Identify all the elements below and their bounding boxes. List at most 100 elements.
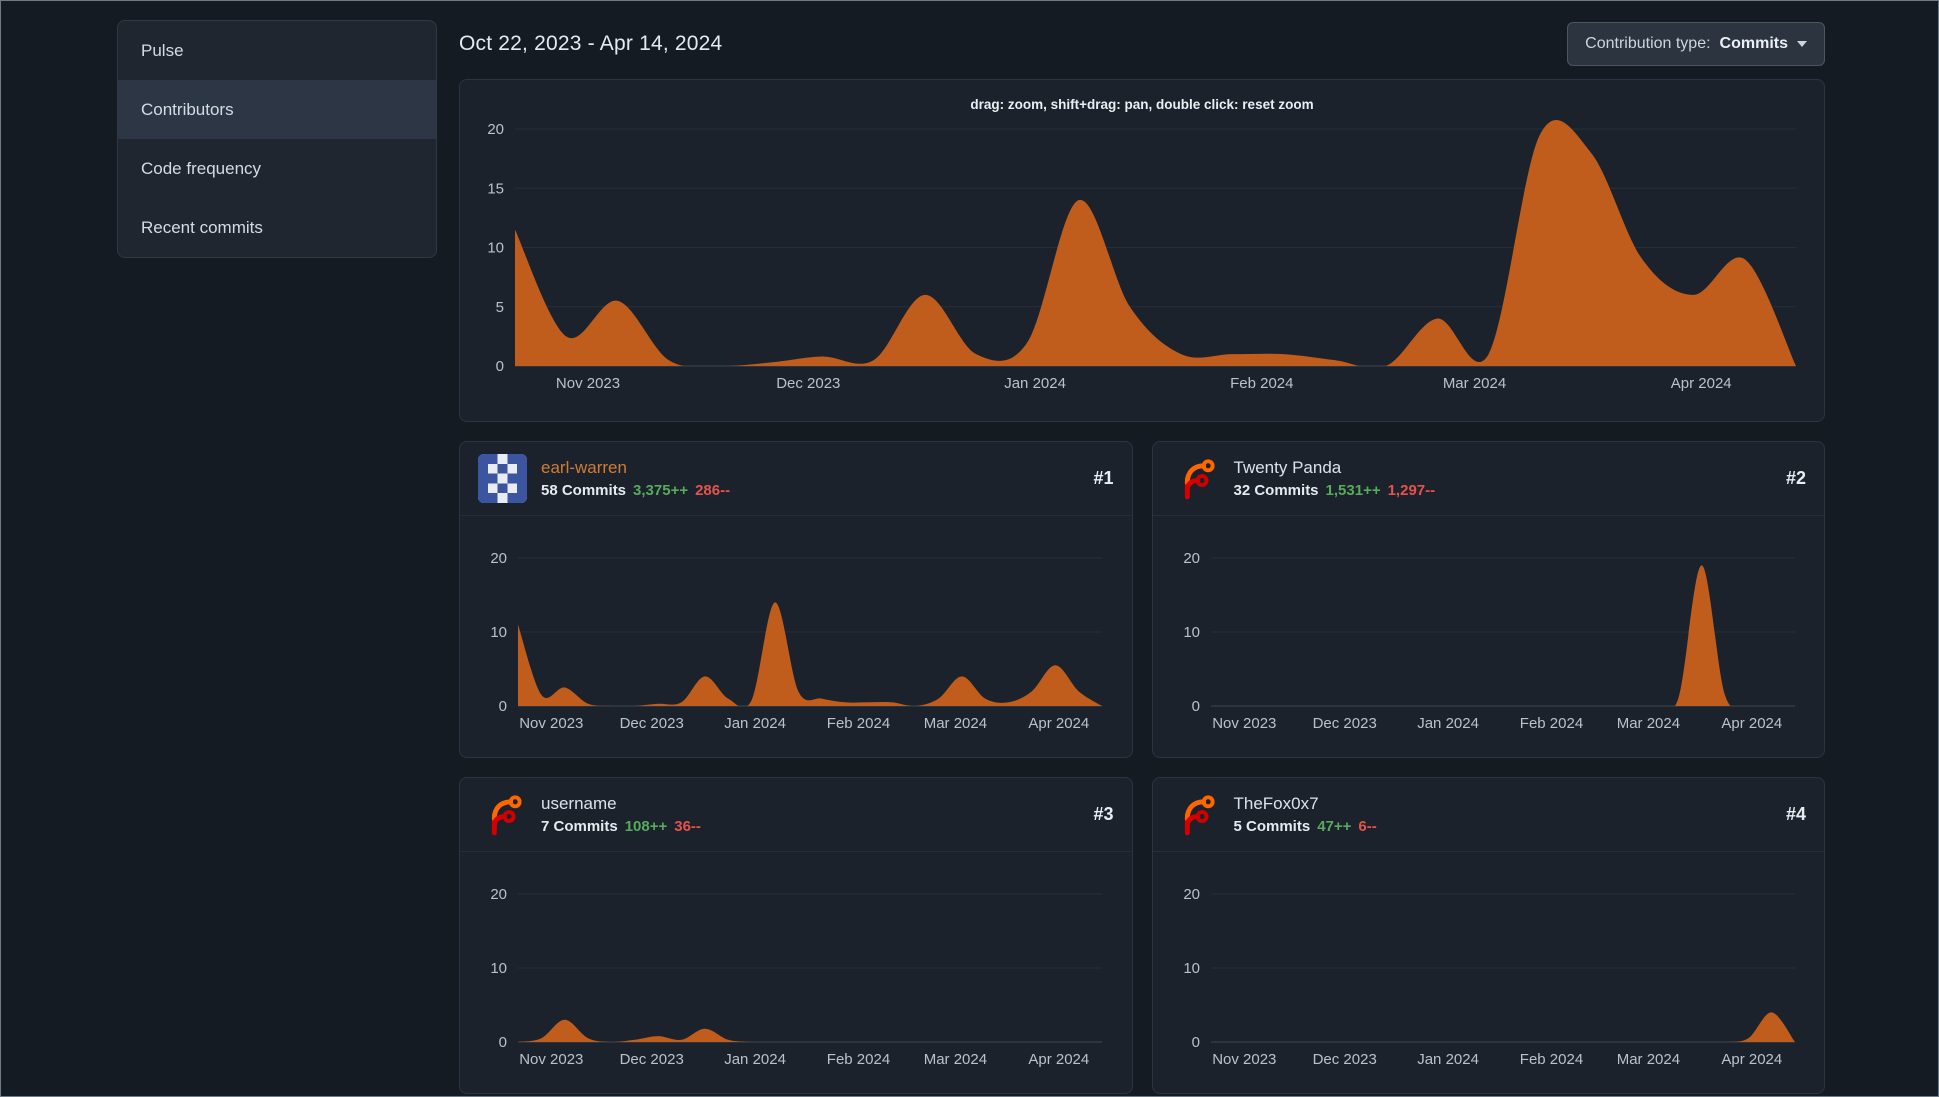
svg-text:Feb 2024: Feb 2024 — [827, 1051, 890, 1068]
svg-text:Jan 2024: Jan 2024 — [1417, 715, 1479, 732]
contribution-type-value: Commits — [1719, 35, 1788, 52]
contributor-card-2: Twenty Panda 32 Commits 1,531++ 1,297-- … — [1151, 441, 1825, 758]
commit-count: 5 Commits — [1233, 818, 1311, 835]
svg-text:Apr 2024: Apr 2024 — [1028, 1051, 1089, 1068]
svg-text:Nov 2023: Nov 2023 — [519, 715, 583, 732]
sidebar-item-pulse[interactable]: Pulse — [118, 21, 436, 80]
contributor-card-4: TheFox0x7 5 Commits 47++ 6-- #4 0 10 20 Nov… — [1151, 777, 1825, 1094]
contributor-header: earl-warren 58 Commits 3,375++ 286-- #1 — [460, 442, 1132, 516]
contributor-name-link[interactable]: username — [541, 794, 617, 813]
contribution-type-dropdown[interactable]: Contribution type: Commits — [1567, 22, 1825, 66]
svg-text:15: 15 — [487, 180, 504, 197]
contributor-card-1: earl-warren 58 Commits 3,375++ 286-- #1 … — [459, 441, 1133, 758]
forgejo-logo-avatar — [491, 795, 522, 836]
contributor-stats: 5 Commits 47++ 6-- — [1234, 818, 1786, 835]
sidebar-item-label: Contributors — [141, 99, 234, 119]
rank-badge: #3 — [1093, 804, 1114, 824]
svg-text:0: 0 — [496, 358, 504, 375]
contributor-info: earl-warren 58 Commits 3,375++ 286-- — [541, 458, 1093, 499]
svg-text:Dec 2023: Dec 2023 — [620, 1051, 684, 1068]
svg-text:0: 0 — [1191, 698, 1199, 715]
rank-badge: #2 — [1785, 468, 1806, 488]
svg-text:Dec 2023: Dec 2023 — [776, 375, 840, 392]
svg-text:Apr 2024: Apr 2024 — [1721, 715, 1782, 732]
contributors-grid: earl-warren 58 Commits 3,375++ 286-- #1 … — [459, 441, 1825, 1094]
svg-text:10: 10 — [490, 624, 507, 641]
svg-text:10: 10 — [1183, 960, 1200, 977]
main-content: Oct 22, 2023 - Apr 14, 2024 Contribution… — [459, 20, 1825, 1094]
svg-text:Feb 2024: Feb 2024 — [1230, 375, 1293, 392]
forgejo-logo-avatar — [1184, 459, 1215, 500]
contributor-card-3: username 7 Commits 108++ 36-- #3 0 10 20 No… — [459, 777, 1133, 1094]
svg-text:Mar 2024: Mar 2024 — [1443, 375, 1506, 392]
svg-text:Nov 2023: Nov 2023 — [519, 1051, 583, 1068]
chart-svg: 0 5 10 15 20 Nov 2023 Dec 2023 Jan 2024 Feb 2024… — [487, 120, 1796, 392]
svg-text:Apr 2024: Apr 2024 — [1721, 1051, 1782, 1068]
contributor-stats: 58 Commits 3,375++ 286-- — [541, 482, 1093, 499]
contributor-name-link[interactable]: earl-warren — [541, 458, 627, 477]
svg-text:Dec 2023: Dec 2023 — [620, 715, 684, 732]
forgejo-logo-avatar — [1184, 795, 1215, 836]
sidebar-item-label: Pulse — [141, 40, 184, 60]
rank-badge: #4 — [1785, 804, 1806, 824]
svg-text:Apr 2024: Apr 2024 — [1028, 715, 1089, 732]
svg-text:Nov 2023: Nov 2023 — [556, 375, 620, 392]
svg-text:20: 20 — [1183, 550, 1200, 567]
svg-text:0: 0 — [499, 698, 507, 715]
svg-text:20: 20 — [490, 550, 507, 567]
date-range-title: Oct 22, 2023 - Apr 14, 2024 — [459, 32, 723, 55]
deletions-count: 6-- — [1358, 818, 1377, 835]
chart-svg: 0 10 20 Nov 2023 Dec 2023 Jan 2024 Feb 2024 Mar… — [490, 550, 1102, 732]
sidebar-item-code-frequency[interactable]: Code frequency — [118, 139, 436, 198]
contributor-chart-1[interactable]: 0 10 20 Nov 2023 Dec 2023 Jan 2024 Feb 2024 Mar… — [460, 522, 1132, 752]
contributor-info: TheFox0x7 5 Commits 47++ 6-- — [1234, 794, 1786, 835]
svg-text:10: 10 — [1183, 624, 1200, 641]
contribution-type-label: Contribution type: — [1585, 35, 1711, 52]
additions-count: 3,375++ — [633, 482, 689, 499]
sidebar-item-recent-commits[interactable]: Recent commits — [118, 198, 436, 257]
contributor-header: Twenty Panda 32 Commits 1,531++ 1,297-- … — [1152, 442, 1824, 516]
svg-text:5: 5 — [496, 299, 504, 316]
main-header: Oct 22, 2023 - Apr 14, 2024 Contribution… — [459, 20, 1825, 68]
commit-count: 7 Commits — [541, 818, 618, 835]
sidebar-item-label: Recent commits — [141, 217, 263, 237]
sidebar-item-contributors[interactable]: Contributors — [118, 80, 436, 139]
chart-svg: 0 10 20 Nov 2023 Dec 2023 Jan 2024 Feb 2024 Mar… — [1183, 550, 1795, 732]
svg-text:Mar 2024: Mar 2024 — [924, 1051, 987, 1068]
svg-text:20: 20 — [490, 886, 507, 903]
svg-text:Jan 2024: Jan 2024 — [724, 1051, 786, 1068]
overall-activity-chart[interactable]: 0 5 10 15 20 Nov 2023 Dec 2023 Jan 2024 Feb 2024… — [460, 80, 1824, 421]
identicon-avatar — [478, 454, 527, 503]
svg-text:Mar 2024: Mar 2024 — [1616, 715, 1679, 732]
additions-count: 108++ — [624, 818, 668, 835]
svg-text:Jan 2024: Jan 2024 — [1004, 375, 1066, 392]
deletions-count: 1,297-- — [1387, 482, 1436, 499]
deletions-count: 286-- — [695, 482, 731, 499]
svg-text:0: 0 — [499, 1034, 507, 1051]
chevron-down-icon — [1797, 41, 1807, 47]
commit-count: 32 Commits — [1233, 482, 1319, 499]
contributor-header: TheFox0x7 5 Commits 47++ 6-- #4 — [1152, 778, 1824, 852]
svg-text:Feb 2024: Feb 2024 — [1519, 1051, 1582, 1068]
additions-count: 1,531++ — [1325, 482, 1381, 499]
contributor-chart-3[interactable]: 0 10 20 Nov 2023 Dec 2023 Jan 2024 Feb 2024 Mar… — [460, 858, 1132, 1088]
svg-text:Feb 2024: Feb 2024 — [827, 715, 890, 732]
svg-text:10: 10 — [490, 960, 507, 977]
commit-count: 58 Commits — [541, 482, 627, 499]
contributor-header: username 7 Commits 108++ 36-- #3 — [460, 778, 1132, 852]
svg-text:20: 20 — [487, 121, 504, 138]
contributor-chart-2[interactable]: 0 10 20 Nov 2023 Dec 2023 Jan 2024 Feb 2024 Mar… — [1153, 522, 1825, 752]
svg-text:10: 10 — [487, 240, 504, 257]
additions-count: 47++ — [1317, 818, 1352, 835]
svg-text:20: 20 — [1183, 886, 1200, 903]
chart-svg: 0 10 20 Nov 2023 Dec 2023 Jan 2024 Feb 2024 Mar… — [1183, 886, 1795, 1068]
sidebar-item-label: Code frequency — [141, 158, 262, 178]
svg-text:0: 0 — [1191, 1034, 1199, 1051]
contributor-name-link[interactable]: TheFox0x7 — [1233, 794, 1319, 813]
contributor-name-link[interactable]: Twenty Panda — [1233, 458, 1342, 477]
svg-text:Nov 2023: Nov 2023 — [1212, 1051, 1276, 1068]
contributor-info: Twenty Panda 32 Commits 1,531++ 1,297-- — [1234, 458, 1786, 499]
contributor-chart-4[interactable]: 0 10 20 Nov 2023 Dec 2023 Jan 2024 Feb 2024 Mar… — [1153, 858, 1825, 1088]
svg-text:Apr 2024: Apr 2024 — [1671, 375, 1732, 392]
